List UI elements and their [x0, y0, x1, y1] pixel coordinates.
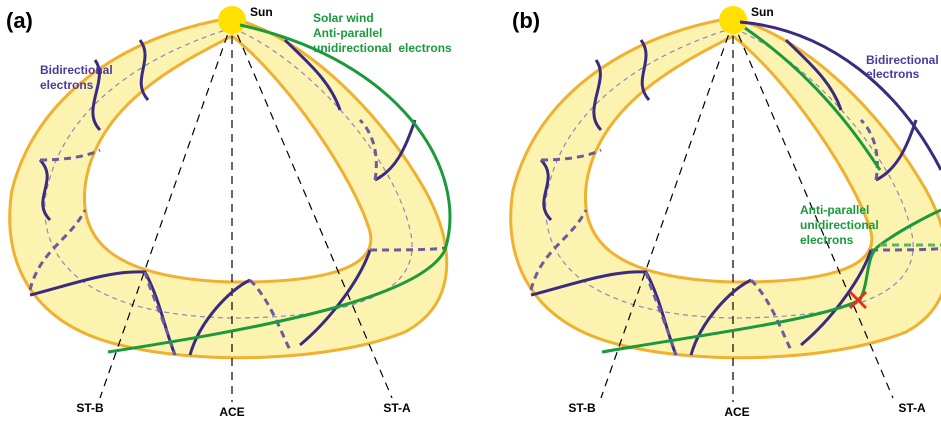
- annotation: Anti-parallel: [313, 26, 382, 40]
- annotation: Solar wind: [313, 11, 374, 25]
- annotation: Anti-parallel: [800, 203, 869, 217]
- annotation: Bidirectional: [40, 63, 113, 77]
- sun-label: Sun: [250, 5, 273, 19]
- spacecraft-label: ACE: [219, 405, 244, 419]
- sun-label: Sun: [751, 5, 774, 19]
- annotation: electrons: [800, 233, 854, 247]
- spacecraft-label: ST-B: [76, 401, 104, 415]
- annotation: electrons: [40, 78, 94, 92]
- spacecraft-label: ST-B: [568, 401, 596, 415]
- panel-label: (b): [512, 8, 540, 33]
- panel-label: (a): [6, 8, 33, 33]
- figure: (a) Sun Solar wind Anti-parallel unidire…: [0, 0, 941, 423]
- spacecraft-label: ACE: [724, 405, 749, 419]
- annotation: electrons: [866, 67, 920, 81]
- spacecraft-label: ST-A: [383, 401, 411, 415]
- annotation: unidirectional electrons: [313, 41, 452, 55]
- annotation: unidirectional: [800, 218, 879, 232]
- spacecraft-label: ST-A: [898, 401, 926, 415]
- annotation: Bidirectional: [866, 53, 939, 67]
